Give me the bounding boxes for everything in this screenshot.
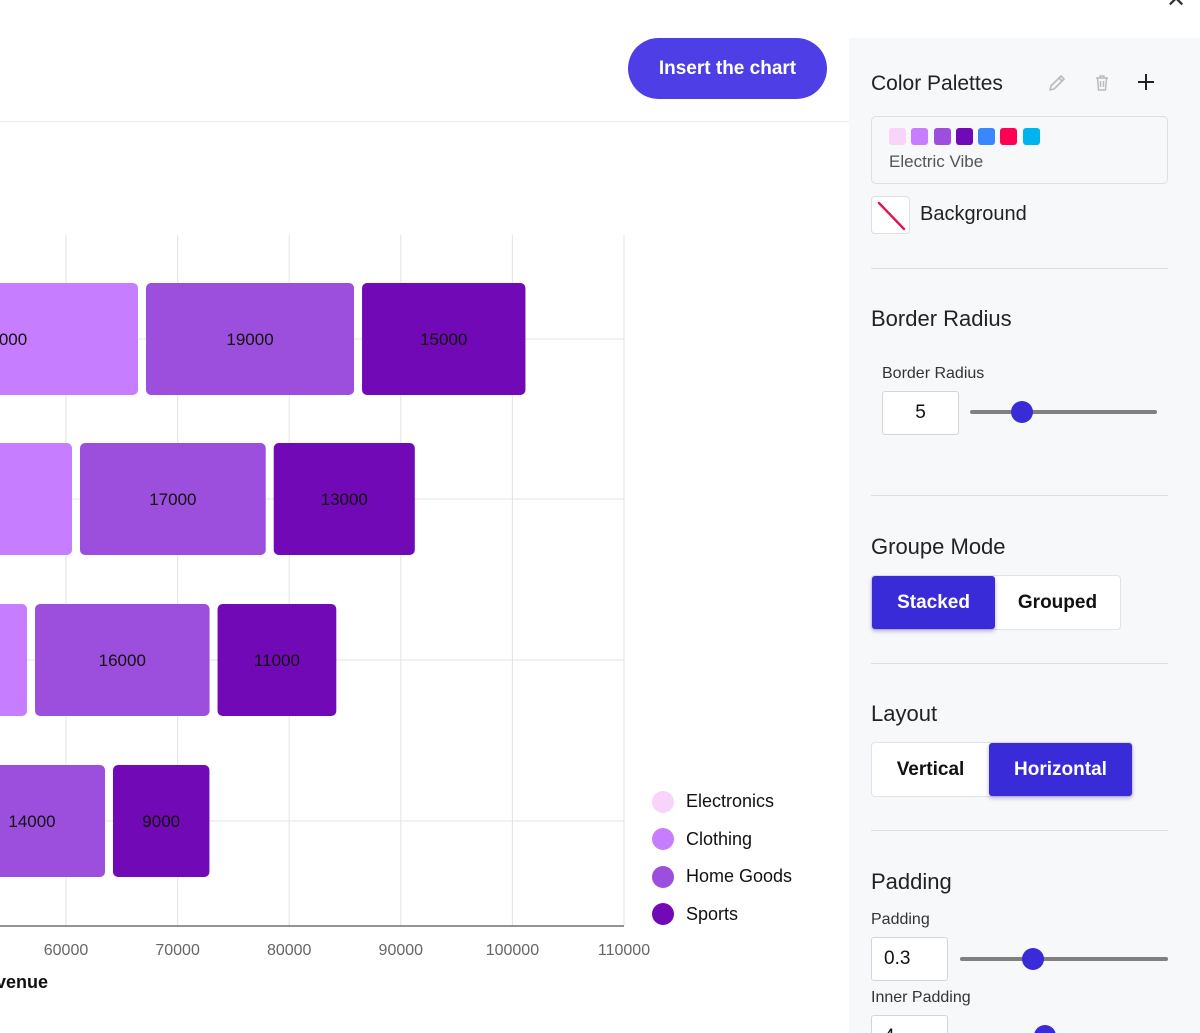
background-label: Background <box>920 203 1027 225</box>
legend-dot <box>652 903 674 926</box>
bar-value-label: 19000 <box>226 330 273 349</box>
palette-swatch <box>1022 128 1040 145</box>
insert-chart-button[interactable]: Insert the chart <box>628 38 827 99</box>
horizontal-option[interactable]: Horizontal <box>989 743 1132 796</box>
palette-swatch <box>911 128 929 145</box>
legend-item: Home Goods <box>652 858 792 896</box>
x-axis-title: venue <box>0 972 48 992</box>
padding-slider[interactable] <box>960 957 1168 961</box>
close-icon[interactable]: ✕ <box>1166 0 1192 12</box>
legend-label: Clothing <box>686 828 753 849</box>
bar-value-label: 9000 <box>142 812 180 831</box>
inner-padding-input[interactable]: 4 <box>871 1015 948 1033</box>
x-tick-label: 90000 <box>379 942 424 959</box>
bar-value-label: 11000 <box>254 651 300 670</box>
section-divider <box>871 268 1168 269</box>
palette-swatch <box>889 128 906 145</box>
legend-item: Clothing <box>652 821 792 859</box>
group-mode-title: Groupe Mode <box>871 534 1006 559</box>
legend-dot <box>652 790 674 813</box>
bar-segment-sports <box>217 604 337 716</box>
layout-title: Layout <box>871 701 938 726</box>
bar-value-label: 17000 <box>149 490 196 509</box>
color-palettes-title: Color Palettes <box>871 72 1003 95</box>
bar-segment-sports <box>273 443 415 555</box>
bar-segment-sports <box>362 283 526 395</box>
palette-swatches <box>889 128 1045 145</box>
trash-icon[interactable] <box>1090 71 1114 95</box>
stacked-option[interactable]: Stacked <box>872 576 995 629</box>
bar-segment-home-goods <box>35 604 210 716</box>
legend-dot <box>652 828 674 851</box>
bar-segment-home-goods <box>146 283 355 395</box>
legend-label: Electronics <box>686 791 775 812</box>
inner-padding-slider-thumb[interactable] <box>1034 1025 1056 1033</box>
legend-label: Home Goods <box>686 866 793 887</box>
bar-value-label: 13000 <box>321 490 368 509</box>
section-divider <box>871 830 1168 831</box>
chart-preview-area: Insert the chart ✕ 600007000080000900001… <box>0 0 1187 992</box>
border-radius-slider-thumb[interactable] <box>1011 401 1033 423</box>
header-divider <box>0 121 849 122</box>
chart-legend: Electronics Clothing Home Goods Sports <box>652 783 792 933</box>
layout-toggle: Vertical Horizontal <box>871 742 1133 797</box>
bar-chart: 60000 70000 80000 90000 100000 110000 venue 190… <box>0 235 650 992</box>
palette-card[interactable]: Electric Vibe <box>871 116 1168 184</box>
border-radius-title: Border Radius <box>871 306 1012 331</box>
border-radius-input[interactable]: 5 <box>882 391 959 435</box>
bar-segment-clothing <box>0 443 72 555</box>
palette-swatch <box>978 128 996 145</box>
no-color-icon <box>877 201 906 231</box>
background-color-swatch[interactable] <box>871 196 910 234</box>
pencil-icon[interactable] <box>1045 71 1069 95</box>
palette-swatch <box>1000 128 1018 145</box>
border-radius-label: Border Radius <box>882 365 985 382</box>
plus-icon[interactable] <box>1134 70 1158 94</box>
bar-segment-sports <box>113 765 210 877</box>
group-mode-toggle: Stacked Grouped <box>871 575 1121 630</box>
legend-label: Sports <box>686 903 739 924</box>
palette-name: Electric Vibe <box>889 152 984 171</box>
section-divider <box>871 495 1168 496</box>
palette-swatch <box>955 128 973 145</box>
x-tick-label: 70000 <box>155 942 200 959</box>
padding-input[interactable]: 0.3 <box>871 937 948 981</box>
padding-slider-thumb[interactable] <box>1022 948 1044 970</box>
x-tick-label: 60000 <box>44 942 89 959</box>
legend-dot <box>652 865 674 888</box>
bar-value-label: 16000 <box>99 651 146 670</box>
border-radius-slider[interactable] <box>970 410 1157 414</box>
legend-item: Sports <box>652 896 792 934</box>
bar-value-label: 14000 <box>8 812 55 831</box>
legend-item: Electronics <box>652 783 792 821</box>
bar-segment-home-goods <box>80 443 266 555</box>
vertical-option[interactable]: Vertical <box>896 758 965 780</box>
bar-segment-clothing <box>0 604 27 716</box>
padding-label: Padding <box>871 911 930 928</box>
x-tick-label: 80000 <box>267 942 312 959</box>
bar-segment-home-goods <box>0 765 105 877</box>
grouped-option[interactable]: Grouped <box>1017 591 1098 613</box>
x-tick-label: 100000 <box>486 942 539 959</box>
palette-swatch <box>933 128 951 145</box>
padding-title: Padding <box>871 869 952 894</box>
bar-segment-clothing <box>0 283 138 395</box>
bar-value-label: 15000 <box>420 330 467 349</box>
section-divider <box>871 663 1168 664</box>
inner-padding-label: Inner Padding <box>871 989 971 1006</box>
settings-panel: Color Palettes Electric Vibe Background … <box>849 38 1200 1033</box>
bar-value-label-partial: 000 <box>0 330 27 349</box>
x-tick-label: 110000 <box>598 942 650 959</box>
